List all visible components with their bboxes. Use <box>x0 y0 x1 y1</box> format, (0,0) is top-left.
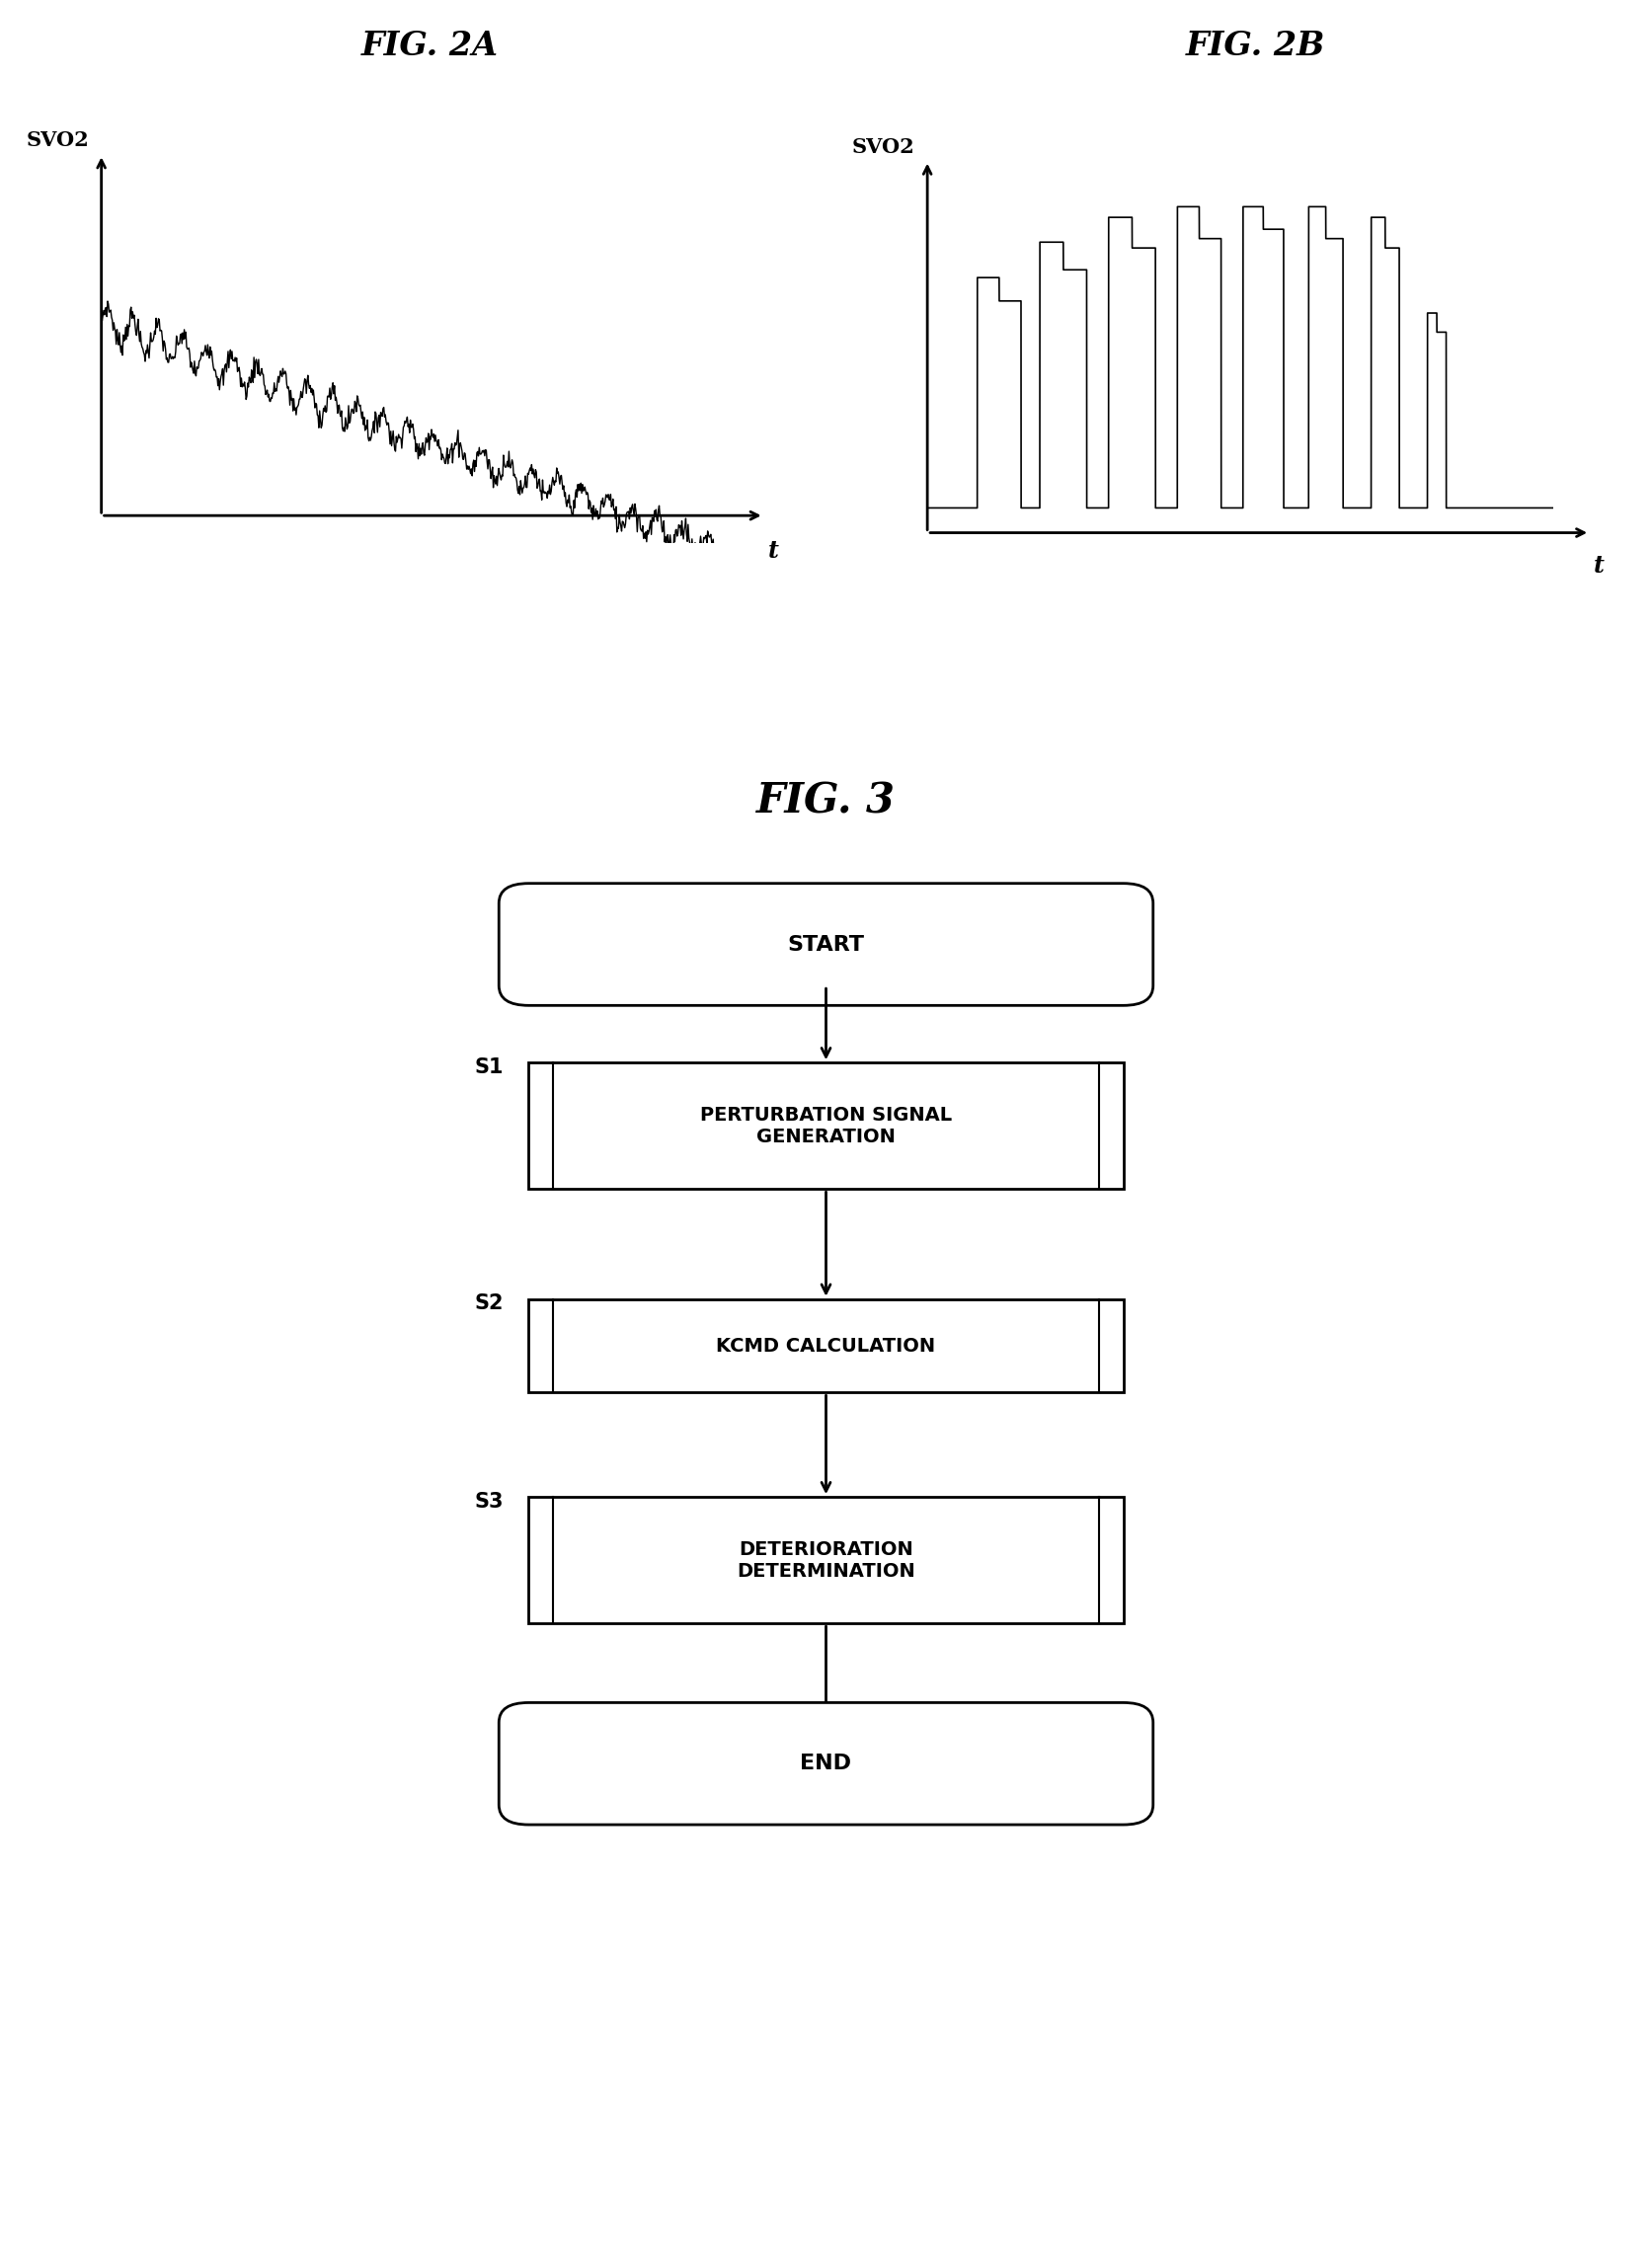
Bar <box>529 1497 1123 1623</box>
FancyBboxPatch shape <box>499 883 1153 1005</box>
Text: END: END <box>800 1755 852 1773</box>
Text: t: t <box>1594 555 1604 577</box>
Text: KCMD CALCULATION: KCMD CALCULATION <box>717 1336 935 1356</box>
Text: START: START <box>788 935 864 955</box>
Text: FIG. 2B: FIG. 2B <box>1186 29 1325 63</box>
FancyBboxPatch shape <box>499 1703 1153 1825</box>
Text: DETERIORATION
DETERMINATION: DETERIORATION DETERMINATION <box>737 1540 915 1580</box>
Text: S1: S1 <box>474 1057 504 1078</box>
Bar <box>529 1062 1123 1189</box>
Text: PERTURBATION SIGNAL
GENERATION: PERTURBATION SIGNAL GENERATION <box>700 1105 952 1146</box>
Text: t: t <box>768 539 778 561</box>
Text: FIG. 3: FIG. 3 <box>757 781 895 822</box>
Text: FIG. 2A: FIG. 2A <box>360 29 499 63</box>
Text: S3: S3 <box>474 1492 504 1512</box>
Text: SVO2: SVO2 <box>26 129 89 149</box>
Text: SVO2: SVO2 <box>852 138 915 156</box>
Text: S2: S2 <box>474 1293 504 1313</box>
Bar <box>529 1300 1123 1392</box>
